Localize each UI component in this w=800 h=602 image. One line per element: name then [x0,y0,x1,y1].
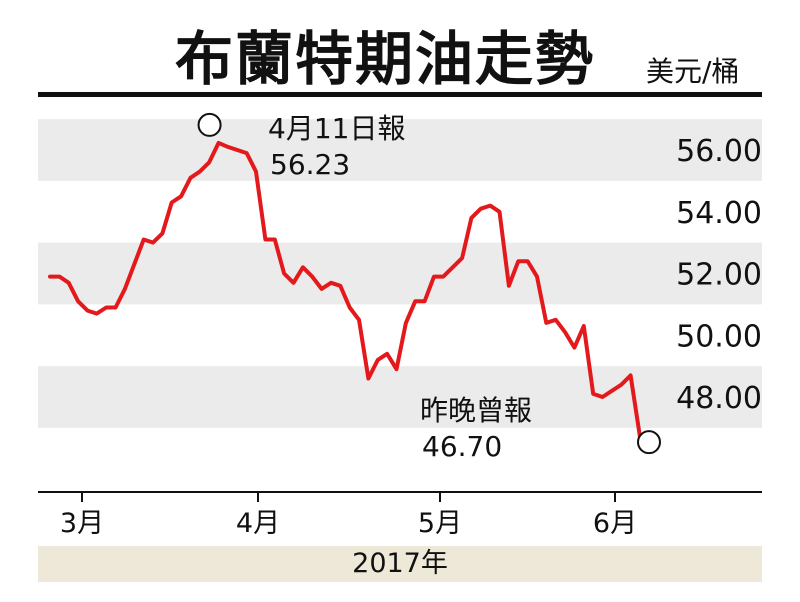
annotation-label-1: 昨晚曾報 [420,394,532,427]
grid-band-0 [38,119,762,181]
marker-1 [637,430,661,455]
x-tick-label-1: 4月 [236,508,280,539]
annotation-label-0: 4月11日報 [268,112,405,145]
x-tick-label-0: 3月 [60,508,104,539]
grid-bands [38,119,762,428]
y-tick-label-0: 56.00 [676,134,762,169]
year-label: 2017年 [38,546,762,582]
unit-label: 美元/桶 [646,55,740,88]
y-axis: 56.00 54.00 52.00 50.00 48.00 [676,134,762,416]
annotation-value-0: 56.23 [270,148,350,181]
grid-band-2 [38,366,762,428]
y-tick-label-1: 54.00 [676,196,762,231]
top-rule [38,92,762,97]
annotation-value-1: 46.70 [422,430,502,463]
x-axis: 3月 4月 5月 6月 [60,492,637,539]
marker-0 [197,112,222,137]
series-line [48,140,642,440]
x-tick-label-2: 5月 [418,508,462,539]
chart-title: 布蘭特期油走勢 [174,25,595,93]
markers [197,112,661,455]
grid-band-1 [38,242,762,305]
y-tick-label-3: 50.00 [676,319,762,354]
y-tick-label-4: 48.00 [676,381,762,416]
x-tick-label-3: 6月 [593,508,637,539]
y-tick-label-2: 52.00 [676,258,762,293]
